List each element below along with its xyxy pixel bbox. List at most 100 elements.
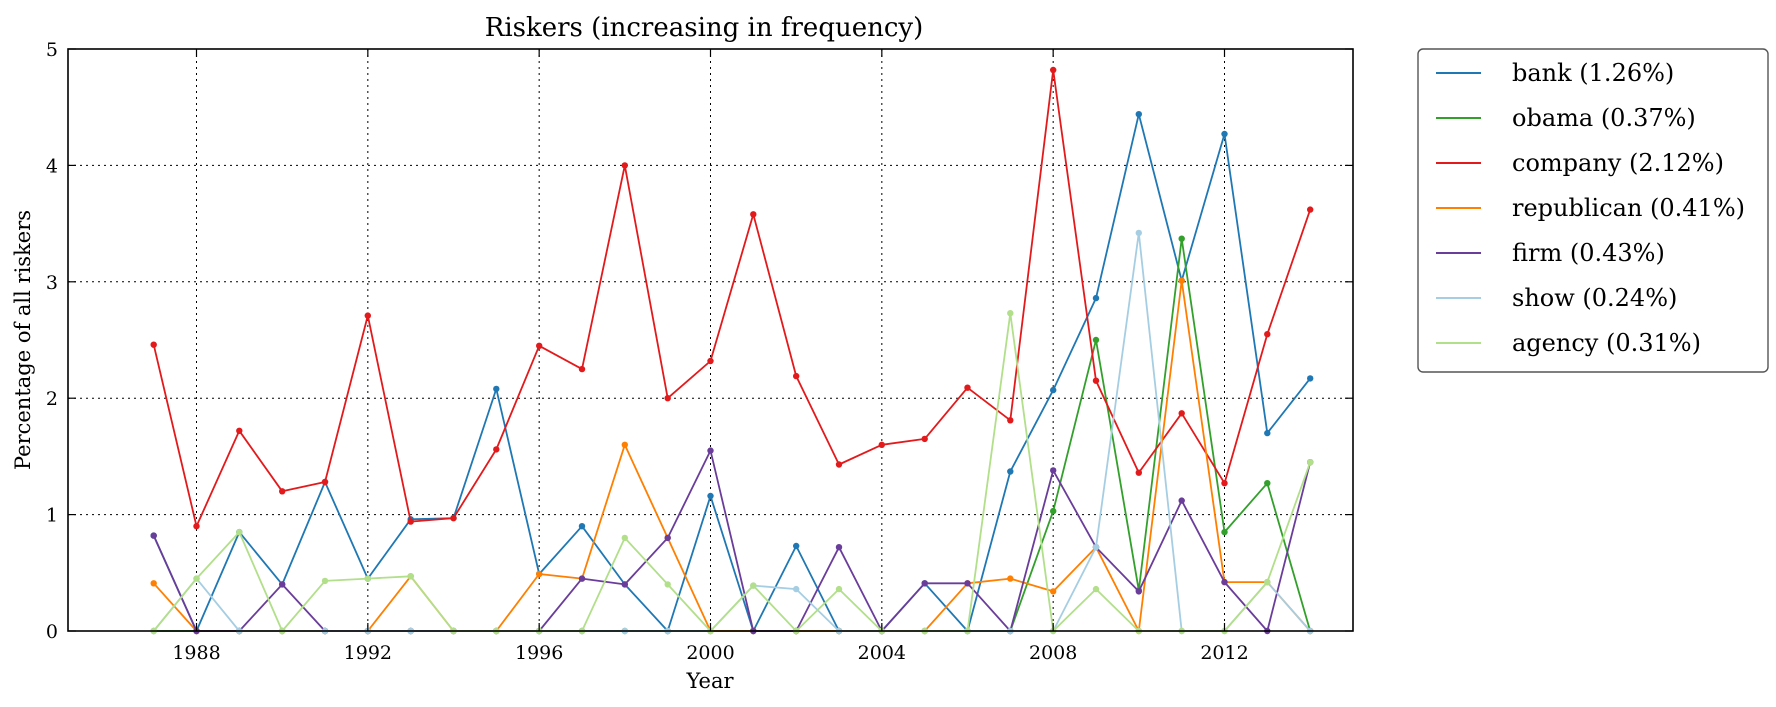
series-agency <box>150 310 1314 635</box>
data-point-firm <box>279 581 286 588</box>
data-point-bank <box>1092 294 1100 302</box>
data-point-firm <box>1178 497 1185 504</box>
data-point-firm <box>578 575 586 582</box>
y-tick-label: 0 <box>46 621 58 643</box>
data-point-show <box>1135 229 1143 237</box>
data-point-republican <box>621 441 628 448</box>
data-point-company <box>921 435 928 443</box>
data-point-agency <box>664 581 671 588</box>
data-point-agency <box>1264 578 1271 586</box>
data-point-company <box>750 211 757 218</box>
legend-label-firm: firm (0.43%) <box>1512 239 1665 267</box>
x-axis: 1988 1992 1996 2000 2004 2008 2012 <box>172 49 1249 664</box>
data-point-obama <box>1221 528 1228 536</box>
data-point-obama <box>1092 336 1100 344</box>
data-point-agency <box>1307 459 1314 466</box>
data-point-bank <box>793 542 800 550</box>
data-point-company <box>835 461 843 468</box>
data-point-show <box>1092 544 1100 551</box>
data-point-company <box>964 384 971 391</box>
data-point-bank <box>1307 375 1314 382</box>
data-point-company <box>193 523 200 530</box>
data-point-company <box>236 427 243 434</box>
data-point-bank <box>493 385 500 393</box>
data-point-obama <box>1264 480 1271 487</box>
legend-label-show: show (0.24%) <box>1512 284 1677 312</box>
data-point-republican <box>1007 575 1014 582</box>
data-point-company <box>407 518 414 525</box>
data-point-agency <box>835 585 843 593</box>
data-point-obama <box>1050 507 1057 515</box>
data-point-republican <box>1178 277 1185 284</box>
data-point-company <box>1007 417 1014 424</box>
y-tick-label: 3 <box>46 272 58 294</box>
x-tick-label: 2004 <box>858 642 906 664</box>
data-point-company <box>536 342 543 349</box>
data-point-firm <box>1135 588 1143 595</box>
data-point-company <box>1050 66 1057 74</box>
data-point-agency <box>1092 585 1100 593</box>
x-axis-label: Year <box>685 669 734 693</box>
data-point-firm <box>1050 467 1057 474</box>
data-point-agency <box>407 573 414 580</box>
data-point-firm <box>664 534 671 542</box>
data-point-show <box>793 585 800 593</box>
chart-title: Riskers (increasing in frequency) <box>485 13 923 43</box>
data-point-firm <box>1221 578 1228 586</box>
data-point-company <box>364 312 371 319</box>
data-point-republican <box>150 580 157 587</box>
data-point-agency <box>321 577 329 585</box>
legend-label-obama: obama (0.37%) <box>1512 104 1696 132</box>
data-point-company <box>1135 469 1143 476</box>
series-company <box>150 66 1314 530</box>
data-point-agency <box>621 534 628 542</box>
data-point-republican <box>536 570 543 578</box>
data-point-bank <box>1135 111 1143 118</box>
data-point-bank <box>1050 386 1057 394</box>
data-point-firm <box>964 580 971 587</box>
data-point-company <box>1307 206 1314 213</box>
data-point-agency <box>1007 310 1014 317</box>
series-line-agency <box>153 312 1312 632</box>
x-tick-label: 1996 <box>515 642 563 664</box>
data-point-company <box>450 514 457 522</box>
data-point-agency <box>236 528 243 536</box>
y-tick-label: 4 <box>46 155 58 177</box>
data-point-company <box>793 372 800 380</box>
data-point-agency <box>193 575 200 582</box>
series-line-bank <box>152 113 1311 632</box>
data-point-company <box>1264 331 1271 338</box>
data-point-company <box>878 441 885 448</box>
legend: bank (1.26%) obama (0.37%) company (2.12%)… <box>1417 48 1769 373</box>
legend-label-bank: bank (1.26%) <box>1512 59 1674 87</box>
data-point-company <box>150 341 157 348</box>
y-tick-label: 1 <box>46 505 58 527</box>
data-point-obama <box>1178 235 1185 242</box>
data-point-company <box>1221 480 1228 487</box>
y-tick-label: 5 <box>46 39 58 61</box>
data-point-bank <box>1221 130 1228 138</box>
data-point-firm <box>621 581 628 588</box>
x-tick-label: 2008 <box>1029 642 1077 664</box>
y-axis-label: Percentage of all riskers <box>11 210 35 470</box>
data-point-company <box>493 446 500 453</box>
data-point-company <box>664 395 671 402</box>
data-point-company <box>1178 410 1185 417</box>
data-point-firm <box>921 580 928 587</box>
data-point-company <box>707 357 714 365</box>
x-tick-label: 2000 <box>686 642 734 664</box>
data-point-bank <box>578 523 586 530</box>
series-line-company <box>152 69 1312 528</box>
data-point-company <box>321 478 329 486</box>
data-point-firm <box>835 544 843 551</box>
data-point-republican <box>1050 588 1057 595</box>
data-point-agency <box>750 582 757 589</box>
data-point-agency <box>364 575 371 582</box>
data-point-company <box>578 365 586 373</box>
data-point-bank <box>707 492 714 500</box>
data-point-bank <box>1264 429 1271 437</box>
data-point-company <box>1092 377 1100 384</box>
data-point-firm <box>150 532 157 539</box>
data-point-bank <box>1007 468 1014 475</box>
